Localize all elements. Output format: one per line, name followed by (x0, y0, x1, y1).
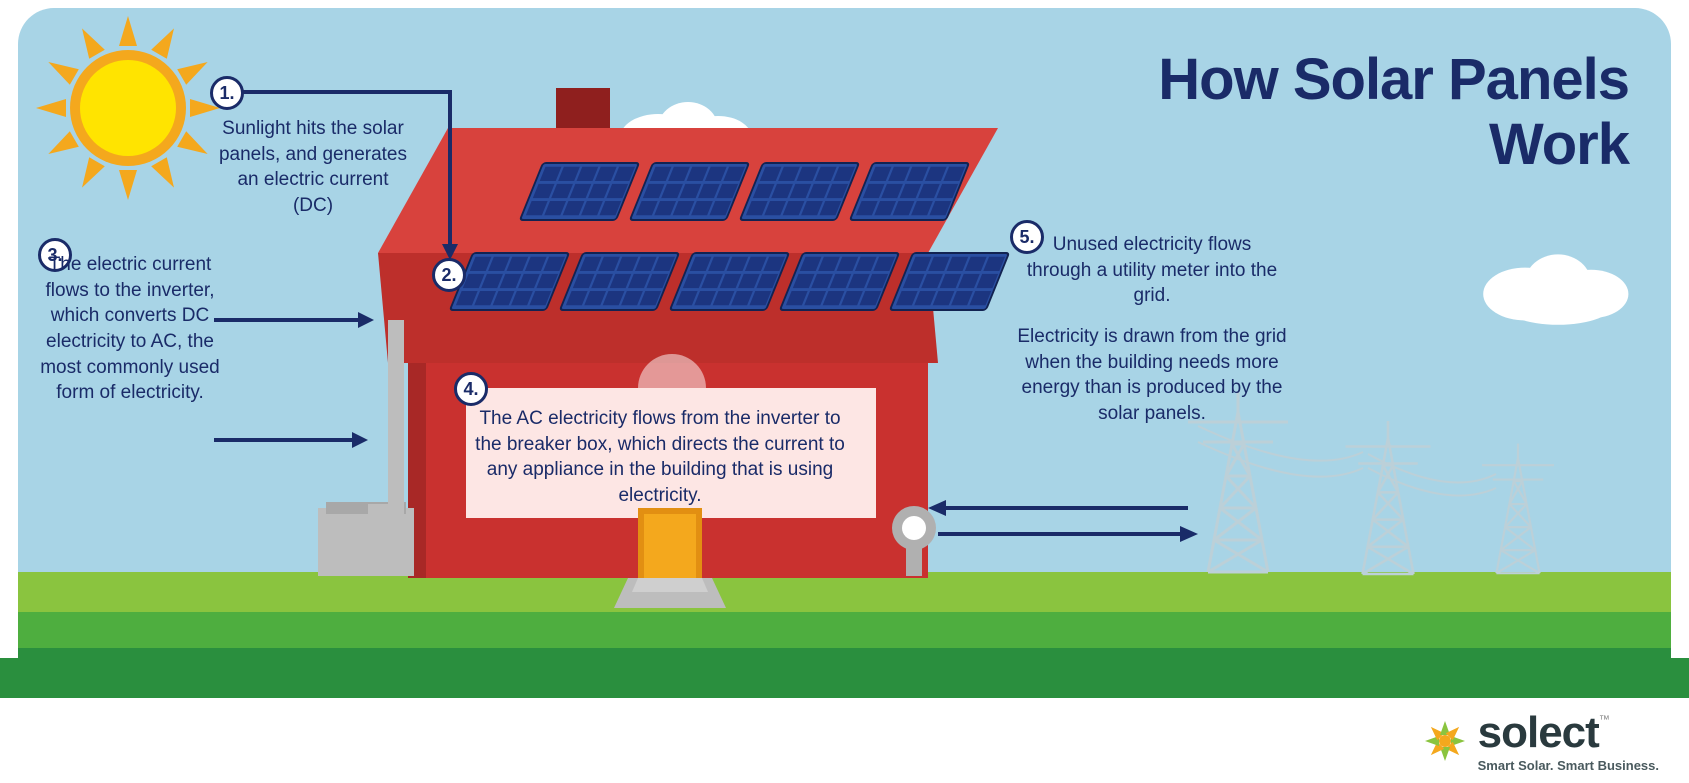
step-badge-2: 2. (432, 258, 466, 292)
step-text-5b: Electricity is drawn from the grid when … (1010, 324, 1294, 427)
page-title: How Solar Panels Work (1158, 48, 1629, 178)
title-line-1: How Solar Panels (1158, 48, 1629, 113)
step-text-4: The AC electricity flows from the invert… (470, 406, 850, 509)
infographic-stage: How Solar Panels Work 1. 2. 3. 4. 5. Sun… (0, 0, 1689, 783)
step-text-1: Sunlight hits the solar panels, and gene… (218, 116, 408, 219)
step-num-2: 2. (441, 265, 456, 286)
step-text-3: The electric current flows to the invert… (30, 252, 230, 406)
title-line-2: Work (1158, 113, 1629, 178)
ground-stripe-3 (0, 658, 1689, 698)
step-num-4: 4. (463, 379, 478, 400)
step-badge-4: 4. (454, 372, 488, 406)
step-num-1: 1. (219, 83, 234, 104)
step-text-5a: Unused electricity flows through a utili… (1022, 232, 1282, 309)
logo-mark-icon (1422, 718, 1468, 764)
logo-tagline: Smart Solar. Smart Business. (1478, 758, 1659, 773)
logo-text: solect (1478, 708, 1599, 758)
brand-logo: solect ™ Smart Solar. Smart Business. (1422, 708, 1659, 773)
logo-tm: ™ (1599, 714, 1610, 726)
step-badge-1: 1. (210, 76, 244, 110)
